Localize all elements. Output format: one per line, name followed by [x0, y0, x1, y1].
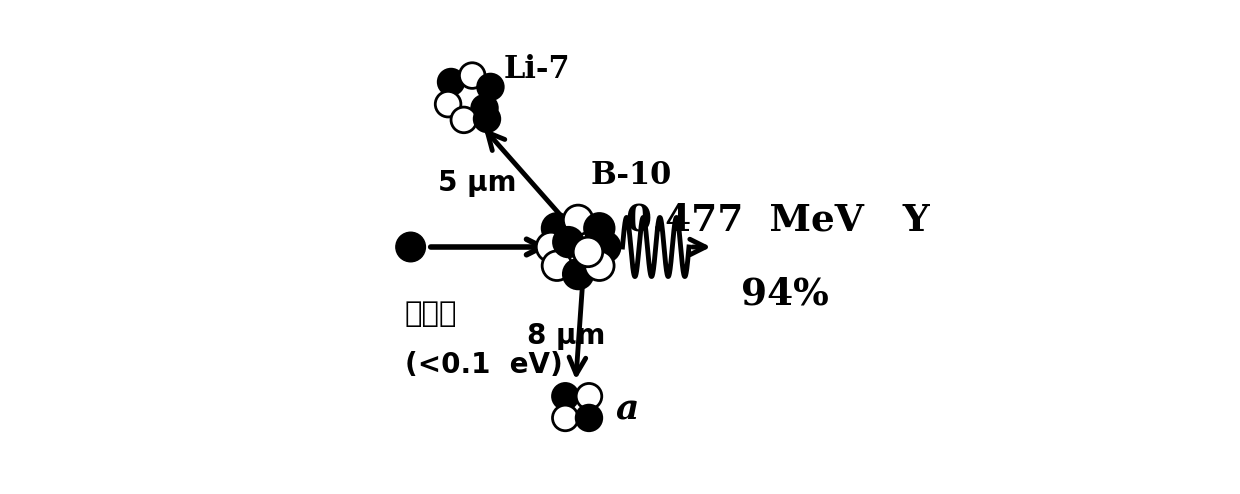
Text: Li-7: Li-7 [503, 54, 570, 85]
Circle shape [435, 91, 461, 117]
Circle shape [542, 213, 572, 243]
Circle shape [584, 213, 614, 243]
Circle shape [590, 232, 620, 262]
Circle shape [542, 251, 572, 281]
Circle shape [471, 95, 497, 121]
Text: (<0.1  eV): (<0.1 eV) [404, 351, 563, 379]
Circle shape [577, 405, 601, 431]
Circle shape [477, 74, 503, 100]
Circle shape [438, 69, 464, 95]
Text: 8 μm: 8 μm [527, 322, 605, 350]
Circle shape [474, 106, 500, 132]
Circle shape [459, 63, 485, 88]
Text: 热中子: 热中子 [404, 299, 458, 328]
Circle shape [553, 227, 583, 257]
Text: 5 μm: 5 μm [438, 169, 516, 197]
Text: 0.477  MeV   Y: 0.477 MeV Y [626, 202, 930, 239]
Circle shape [563, 205, 593, 235]
Circle shape [553, 383, 578, 409]
Circle shape [451, 107, 476, 133]
Text: a: a [615, 393, 639, 426]
Text: B-10: B-10 [590, 160, 672, 191]
Circle shape [536, 232, 565, 262]
Circle shape [577, 383, 601, 409]
Circle shape [396, 232, 425, 262]
Circle shape [584, 251, 614, 281]
Circle shape [563, 259, 593, 289]
Circle shape [573, 237, 603, 267]
Text: 94%: 94% [742, 275, 828, 312]
Circle shape [553, 405, 578, 431]
